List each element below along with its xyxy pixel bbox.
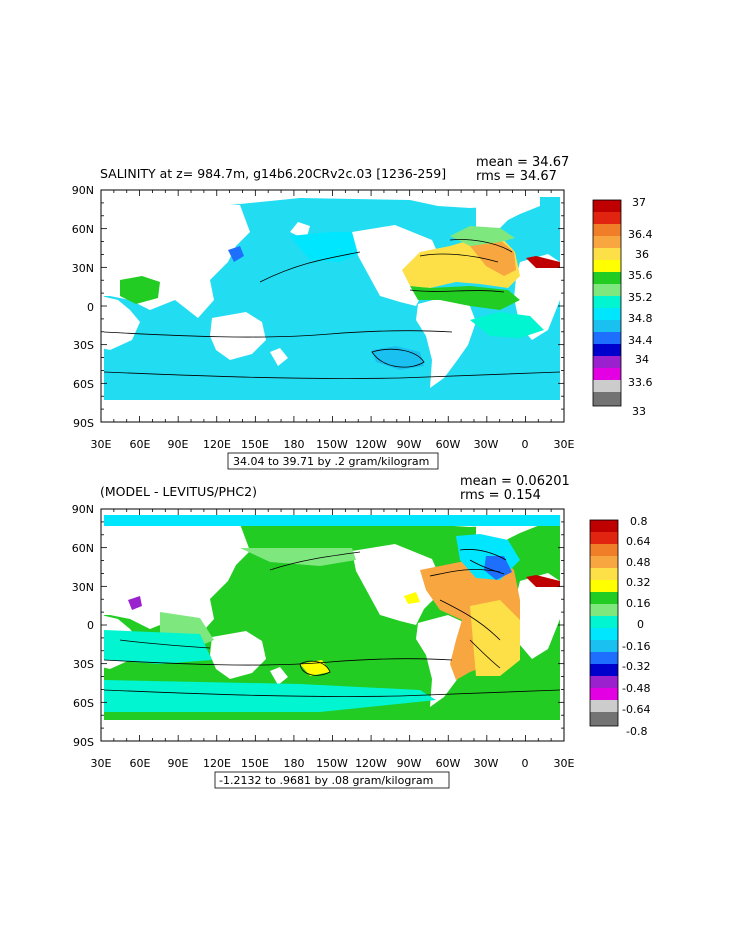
lon-label: 30W [474,757,499,770]
lat-label: 0 [87,301,94,314]
panel-2-map [100,508,565,742]
lat-label: 90N [72,503,94,516]
colorbar-label: 36 [635,248,649,261]
lat-label: 90S [73,736,94,749]
panel-1-lat-axis: 90N 60N 30N 0 30S 60S 90S [72,184,94,430]
lat-label: 30N [72,262,94,275]
lon-label: 30E [554,757,575,770]
lat-label: 30S [73,658,94,671]
lon-label: 150E [241,438,269,451]
lon-label: 0 [522,757,529,770]
panel-2-mean: mean = 0.06201 [460,474,570,489]
colorbar-label: 35.6 [628,269,653,282]
lat-label: 0 [87,619,94,632]
colorbar-label: 35.2 [628,291,653,304]
panel-difference: (MODEL - LEVITUS/PHC2) mean = 0.06201 rm… [72,474,651,789]
panel-1-rms: rms = 34.67 [476,169,557,184]
panel-1-lon-axis: 30E 60E 90E 120E 150E 180 150W 120W 90W … [91,438,575,451]
lat-label: 90N [72,184,94,197]
lat-label: 60N [72,542,94,555]
lon-label: 150E [241,757,269,770]
lon-label: 90W [397,757,422,770]
lon-label: 90E [168,438,189,451]
lat-label: 90S [73,417,94,430]
colorbar-label: -0.32 [622,660,650,673]
lon-label: 180 [284,438,305,451]
panel-2-rms: rms = 0.154 [460,488,541,503]
panel-2-colorbar: 0.8 0.64 0.48 0.32 0.16 0 -0.16 -0.32 -0… [589,515,651,738]
colorbar-label: 0.48 [626,556,651,569]
colorbar-label: 34.8 [628,312,653,325]
colorbar-label: 36.4 [628,228,653,241]
lon-label: 90W [397,438,422,451]
colorbar-label: 37 [632,196,646,209]
colorbar-label: 34 [635,353,649,366]
lon-label: 0 [522,438,529,451]
lon-label: 30E [554,438,575,451]
panel-1-title: SALINITY at z= 984.7m, g14b6.20CRv2c.03 … [100,166,446,181]
panel-salinity: SALINITY at z= 984.7m, g14b6.20CRv2c.03 … [72,155,653,470]
lon-label: 30E [91,757,112,770]
lon-label: 90E [168,757,189,770]
colorbar-label: -0.48 [622,682,650,695]
colorbar-label: 33 [632,405,646,418]
lon-label: 120E [203,757,231,770]
lon-label: 60W [436,438,461,451]
panel-1-contours [103,239,561,379]
lon-label: 150W [316,438,348,451]
colorbar-label: -0.16 [622,640,650,653]
colorbar-label: 33.6 [628,376,653,389]
lon-label: 120E [203,438,231,451]
lon-label: 60W [436,757,461,770]
colorbar-label: 0.32 [626,576,651,589]
lat-label: 30S [73,339,94,352]
lon-label: 30W [474,438,499,451]
colorbar-label: -0.8 [626,725,647,738]
panel-1-mean: mean = 34.67 [476,155,569,170]
panel-2-range-label: -1.2132 to .9681 by .08 gram/kilogram [219,774,433,787]
lat-label: 60N [72,223,94,236]
lat-label: 30N [72,581,94,594]
lon-label: 150W [316,757,348,770]
panel-2-contours [103,549,561,697]
lon-label: 180 [284,757,305,770]
panel-1-map [100,189,565,423]
lon-label: 30E [91,438,112,451]
lon-label: 120W [355,757,387,770]
panel-1-colorbar: 37 36.4 36 35.6 35.2 34.8 34.4 34 33.6 3… [592,196,653,418]
lat-label: 60S [73,697,94,710]
colorbar-label: 0.64 [626,535,651,548]
panel-2-lon-axis: 30E 60E 90E 120E 150E 180 150W 120W 90W … [91,757,575,770]
panel-2-title: (MODEL - LEVITUS/PHC2) [100,484,257,499]
lon-label: 60E [130,757,151,770]
colorbar-label: 0.8 [630,515,648,528]
axis-ticks [100,189,565,742]
panel-1-range-label: 34.04 to 39.71 by .2 gram/kilogram [233,455,429,468]
colorbar-label: -0.64 [622,703,650,716]
colorbar-label: 34.4 [628,334,653,347]
colorbar-label: 0 [637,618,644,631]
lon-label: 60E [130,438,151,451]
colorbar-label: 0.16 [626,597,651,610]
lon-label: 120W [355,438,387,451]
panel-2-lat-axis: 90N 60N 30N 0 30S 60S 90S [72,503,94,749]
lat-label: 60S [73,378,94,391]
